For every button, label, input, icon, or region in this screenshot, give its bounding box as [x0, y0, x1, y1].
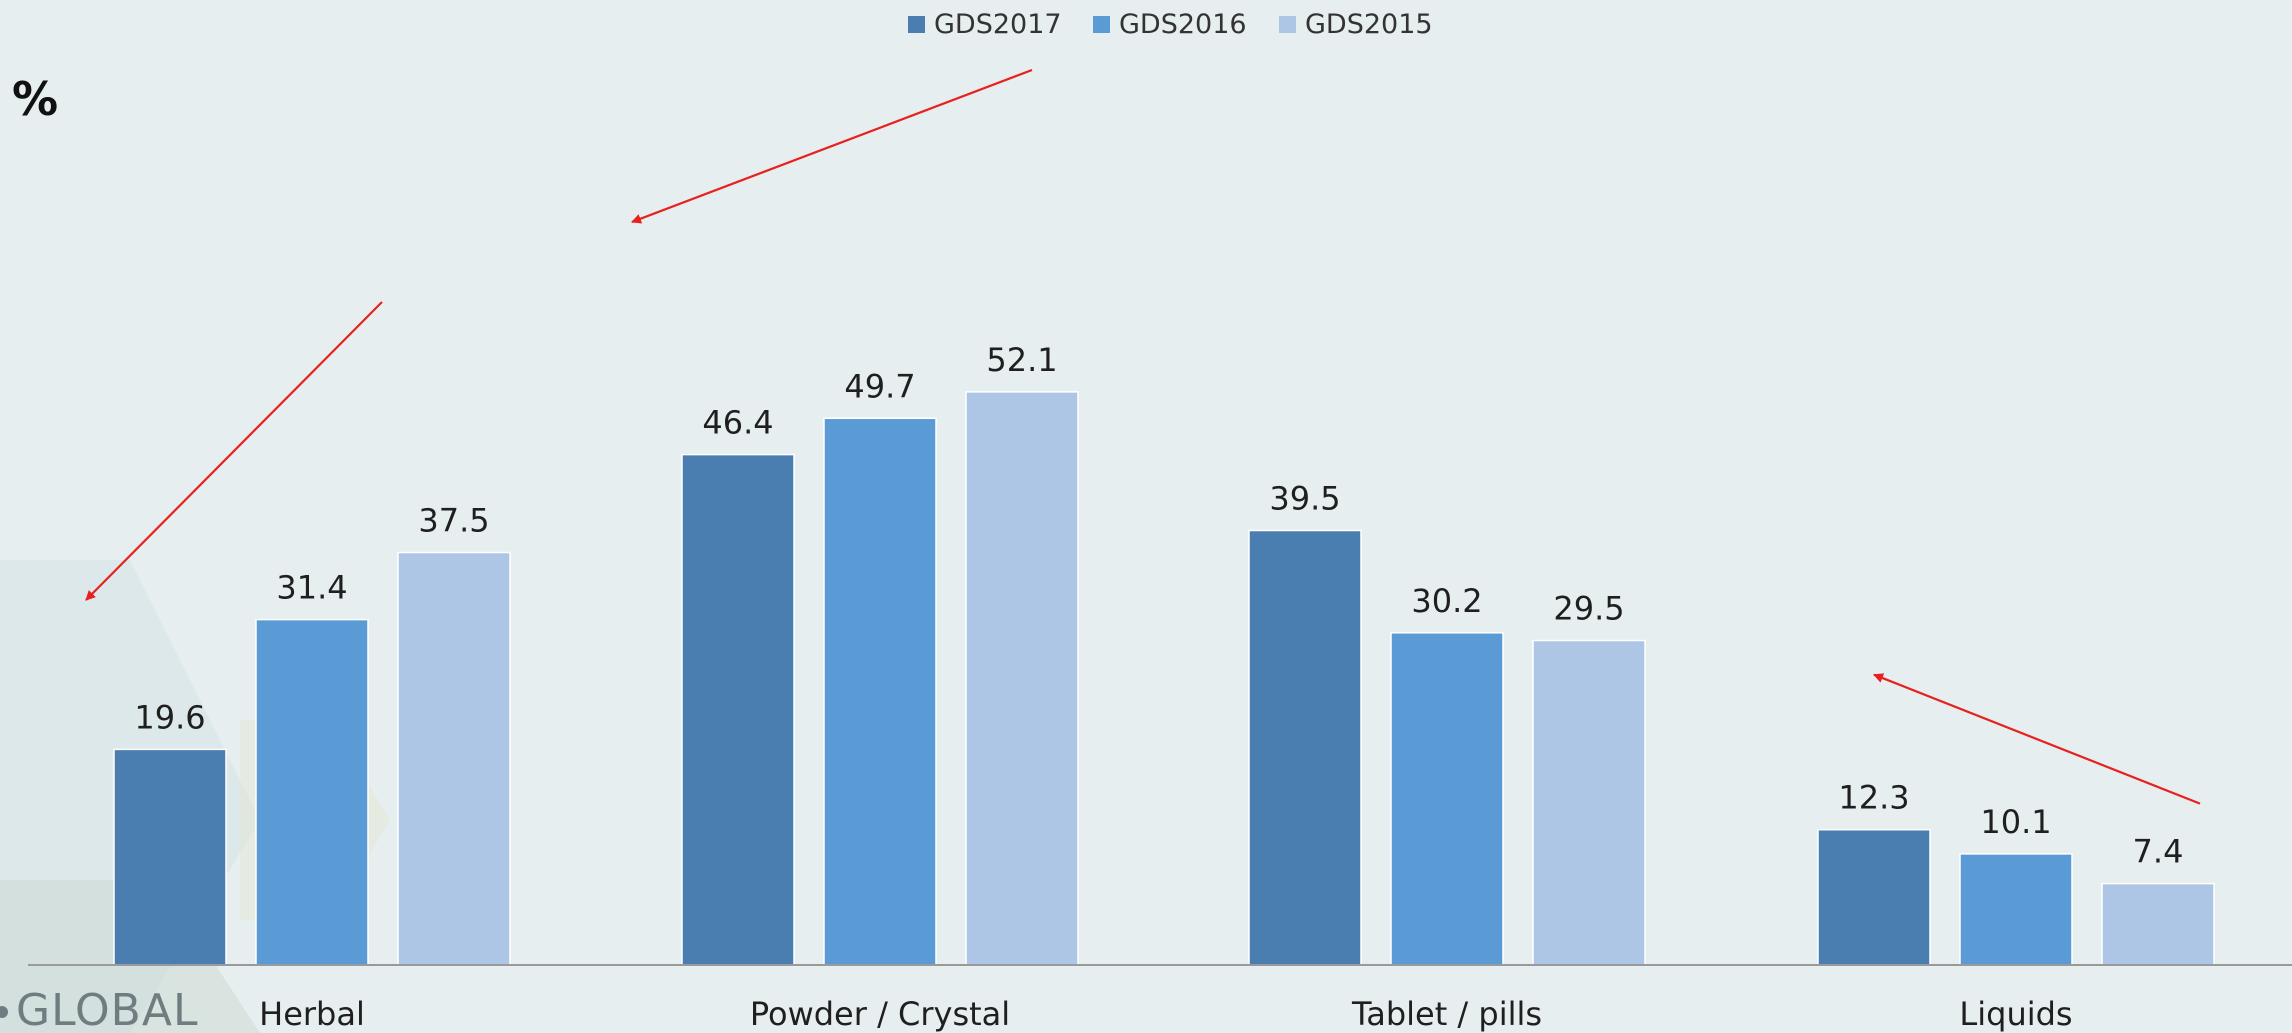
unit-label: % [12, 72, 58, 126]
bar-gds2015-liquids [2101, 882, 2215, 966]
legend-label-gds2016: GDS2016 [1119, 9, 1247, 40]
value-label-gds2017-liquids: 12.3 [1838, 779, 1909, 817]
bar-gds2017-herbal [113, 748, 227, 966]
legend-swatch-gds2015 [1279, 16, 1296, 33]
legend-swatch-gds2016 [1093, 16, 1110, 33]
trend-arrows-group [85, 68, 2201, 805]
value-label-gds2017-tablet-pills: 39.5 [1269, 480, 1340, 518]
bar-gds2015-powder-crystal [965, 391, 1079, 966]
value-label-gds2015-tablet-pills: 29.5 [1553, 590, 1624, 628]
legend-label-gds2017: GDS2017 [934, 9, 1062, 40]
bars-group [113, 391, 2215, 966]
category-label-tablet-pills: Tablet / pills [1351, 995, 1542, 1033]
value-label-gds2016-herbal: 31.4 [276, 569, 347, 607]
bar-gds2015-herbal [397, 551, 511, 966]
value-label-gds2016-liquids: 10.1 [1980, 803, 2051, 841]
legend-label-gds2015: GDS2015 [1305, 9, 1433, 40]
trend-arrow-powder-crystal [631, 68, 1033, 224]
value-label-gds2015-herbal: 37.5 [418, 502, 489, 540]
bar-gds2016-liquids [1959, 853, 2073, 966]
bar-gds2016-herbal [255, 618, 369, 966]
trend-arrow-herbal [85, 301, 383, 601]
bar-gds2017-tablet-pills [1248, 529, 1362, 966]
value-label-gds2016-tablet-pills: 30.2 [1411, 582, 1482, 620]
category-label-liquids: Liquids [1959, 995, 2072, 1033]
legend-swatch-gds2017 [908, 16, 925, 33]
value-labels-group: 19.6 31.4 37.5 46.4 49.7 52.1 39.5 30.2 29.5 12.3… [134, 341, 2183, 871]
category-labels-group: Herbal Powder / Crystal Tablet / pills Liqu… [259, 995, 2072, 1033]
trend-arrow-liquids [1873, 673, 2201, 805]
value-label-gds2017-powder-crystal: 46.4 [702, 404, 773, 442]
value-label-gds2016-powder-crystal: 49.7 [844, 367, 915, 405]
logo-globe-icon [0, 1006, 8, 1018]
logo: GLOBAL [0, 985, 198, 1033]
bar-gds2015-tablet-pills [1532, 639, 1646, 966]
value-label-gds2017-herbal: 19.6 [134, 698, 205, 736]
legend: GDS2017 GDS2016 GDS2015 [908, 9, 1433, 40]
bar-gds2016-tablet-pills [1390, 632, 1504, 966]
bar-gds2016-powder-crystal [823, 417, 937, 966]
category-label-herbal: Herbal [259, 995, 365, 1033]
logo-text: GLOBAL [16, 985, 198, 1033]
value-label-gds2015-powder-crystal: 52.1 [986, 341, 1057, 379]
bar-gds2017-powder-crystal [681, 453, 795, 966]
value-label-gds2015-liquids: 7.4 [2133, 833, 2184, 871]
category-label-powder-crystal: Powder / Crystal [750, 995, 1010, 1033]
bar-gds2017-liquids [1817, 828, 1931, 966]
